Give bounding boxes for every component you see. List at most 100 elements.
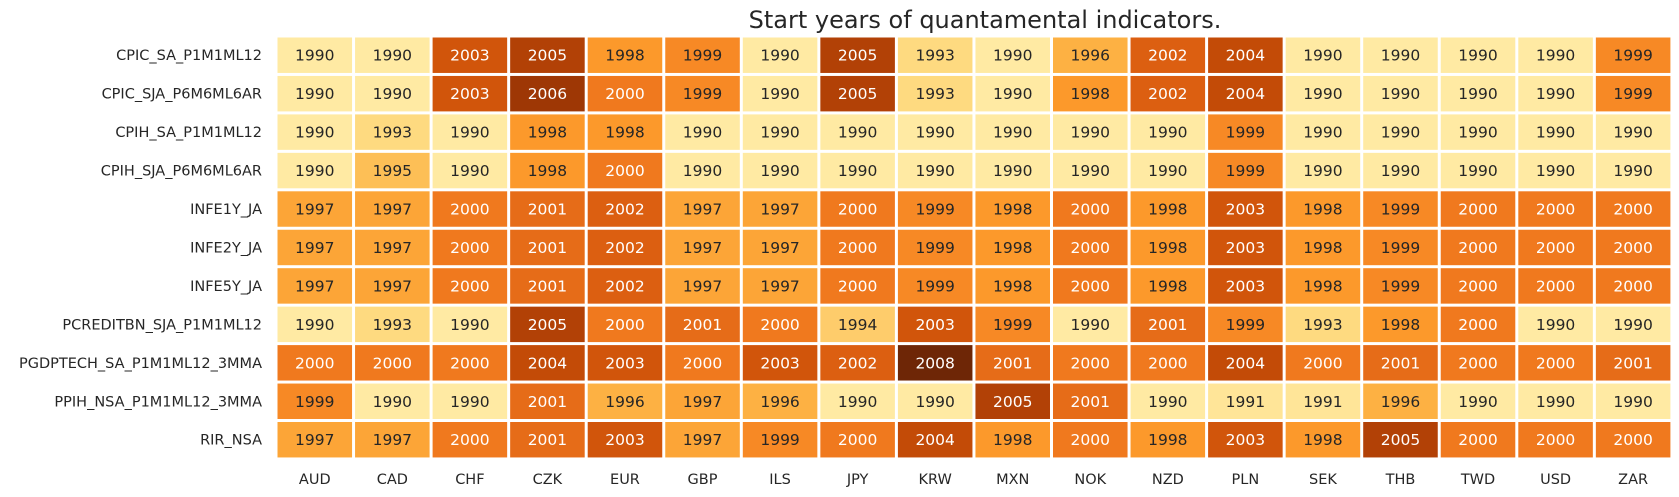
heatmap-cell [665, 268, 740, 304]
heatmap-cell [1440, 114, 1516, 150]
heatmap-cell [355, 191, 430, 227]
cell-value-label: 1990 [295, 162, 334, 180]
cell-value-label: 1997 [295, 431, 334, 449]
cell-value-label: 2000 [605, 85, 644, 103]
heatmap-cell [1208, 268, 1283, 304]
heatmap-cell [587, 75, 663, 112]
heatmap-cell [897, 191, 973, 227]
heatmap-cell [1363, 268, 1438, 304]
cell-value-label: 1997 [683, 277, 722, 295]
heatmap-cell [587, 37, 663, 73]
cell-value-label: 1998 [528, 162, 567, 180]
heatmap-cell [1518, 268, 1593, 304]
cell-value-label: 2003 [1226, 277, 1265, 295]
cell-value-label: 1998 [1148, 201, 1187, 219]
heatmap-cell [665, 422, 740, 458]
heatmap-cell [1518, 345, 1593, 381]
column-tick-label: TWD [1460, 472, 1495, 488]
heatmap-cell [1130, 229, 1206, 266]
cell-value-label: 1990 [760, 85, 799, 103]
cell-value-label: 1990 [915, 124, 954, 142]
heatmap-cell [897, 422, 973, 458]
heatmap-cell [587, 345, 663, 381]
heatmap-cell [897, 306, 973, 343]
heatmap-cell [1130, 114, 1206, 150]
heatmap-cell [1518, 383, 1593, 419]
cell-value-label: 2002 [1148, 47, 1187, 65]
heatmap-cell [1595, 422, 1671, 458]
cell-value-label: 2003 [915, 316, 954, 334]
heatmap-cell [742, 191, 818, 227]
heatmap-cell [510, 114, 585, 150]
heatmap-cell [897, 345, 973, 381]
cell-value-label: 1990 [1613, 162, 1652, 180]
cell-value-label: 1990 [1458, 47, 1497, 65]
heatmap-cell [742, 152, 818, 189]
cell-value-label: 2005 [528, 316, 567, 334]
heatmap-cell [1363, 37, 1438, 73]
cell-value-label: 1990 [993, 124, 1032, 142]
cell-value-label: 2000 [838, 277, 877, 295]
heatmap-cell [1363, 345, 1438, 381]
heatmap-cell [587, 306, 663, 343]
heatmap-cell [1053, 306, 1128, 343]
cell-value-label: 1990 [373, 47, 412, 65]
column-tick-label: PLN [1232, 472, 1260, 488]
cell-value-label: 1999 [1613, 85, 1652, 103]
cell-value-label: 1990 [1303, 162, 1342, 180]
cell-value-label: 1990 [683, 124, 722, 142]
cell-value-label: 1999 [1381, 201, 1420, 219]
cell-value-label: 1998 [1148, 277, 1187, 295]
heatmap-cell [742, 37, 818, 73]
heatmap-cell [587, 152, 663, 189]
cell-value-label: 1990 [1381, 124, 1420, 142]
cell-value-label: 1990 [450, 124, 489, 142]
cell-value-label: 1990 [838, 124, 877, 142]
heatmap-cell [1285, 114, 1361, 150]
cell-value-label: 1990 [295, 124, 334, 142]
cell-value-label: 1990 [1536, 162, 1575, 180]
cell-value-label: 2000 [605, 316, 644, 334]
heatmap-cell [820, 383, 895, 419]
heatmap-cell [510, 191, 585, 227]
cell-value-label: 1990 [450, 316, 489, 334]
heatmap-cell [1363, 383, 1438, 419]
heatmap-cell [975, 229, 1050, 266]
cell-value-label: 1990 [683, 162, 722, 180]
heatmap-cell [1440, 268, 1516, 304]
heatmap-cell [432, 152, 508, 189]
heatmap-cell [820, 268, 895, 304]
cell-value-label: 1997 [760, 277, 799, 295]
cell-value-label: 1990 [1458, 162, 1497, 180]
cell-value-label: 1990 [1613, 316, 1652, 334]
heatmap-cell [510, 383, 585, 419]
column-tick-label: EUR [610, 472, 640, 488]
cell-value-label: 1990 [1148, 162, 1187, 180]
cell-value-label: 1990 [1536, 316, 1575, 334]
heatmap-cell [277, 306, 353, 343]
heatmap-cell [1053, 383, 1128, 419]
cell-value-label: 1990 [1071, 316, 1110, 334]
heatmap-cell [1208, 345, 1283, 381]
cell-value-label: 1999 [295, 393, 334, 411]
cell-value-label: 2000 [1071, 354, 1110, 372]
cell-value-label: 2001 [1381, 354, 1420, 372]
column-tick-label: GBP [688, 472, 718, 488]
heatmap-cell [1053, 75, 1128, 112]
heatmap-cell [1053, 152, 1128, 189]
cell-value-label: 2002 [1148, 85, 1187, 103]
cell-value-label: 1993 [373, 124, 412, 142]
cell-value-label: 2000 [1613, 277, 1652, 295]
cell-value-label: 2000 [605, 162, 644, 180]
cell-value-label: 2000 [1458, 239, 1497, 257]
heatmap-cell [587, 268, 663, 304]
column-tick-label: KRW [919, 472, 952, 488]
cell-value-label: 1999 [683, 47, 722, 65]
heatmap-cell [587, 114, 663, 150]
heatmap-cell [975, 75, 1050, 112]
cell-value-label: 1990 [295, 47, 334, 65]
heatmap-cell [897, 383, 973, 419]
heatmap-cell [1208, 37, 1283, 73]
heatmap-cell [587, 229, 663, 266]
cell-value-label: 1990 [1381, 162, 1420, 180]
